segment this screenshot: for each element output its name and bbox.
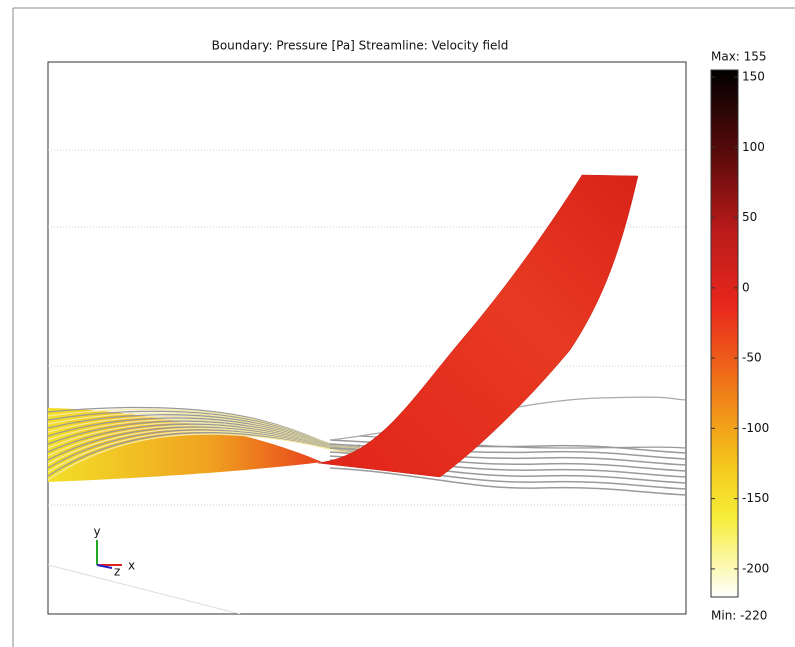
- colorbar-tick-label: -50: [742, 351, 762, 365]
- z-axis-label: z: [114, 565, 120, 579]
- colorbar: [711, 70, 738, 597]
- max-label: Max: 155: [711, 50, 767, 64]
- figure: Boundary: Pressure [Pa] Streamline: Velo…: [0, 0, 795, 647]
- min-label: Min: -220: [711, 609, 767, 623]
- plot-area: [48, 62, 686, 614]
- colorbar-tick-label: 50: [742, 210, 757, 224]
- colorbar-tick-label: 100: [742, 140, 765, 154]
- colorbar-tick-label: -150: [742, 491, 769, 505]
- colorbar-tick-label: -100: [742, 421, 769, 435]
- colorbar-tick-label: -200: [742, 561, 769, 575]
- x-axis-label: x: [128, 559, 135, 573]
- plot-title: Boundary: Pressure [Pa] Streamline: Velo…: [212, 39, 509, 53]
- colorbar-tick-label: 150: [742, 70, 765, 84]
- colorbar-tick-label: 0: [742, 280, 750, 294]
- y-axis-label: y: [93, 525, 100, 539]
